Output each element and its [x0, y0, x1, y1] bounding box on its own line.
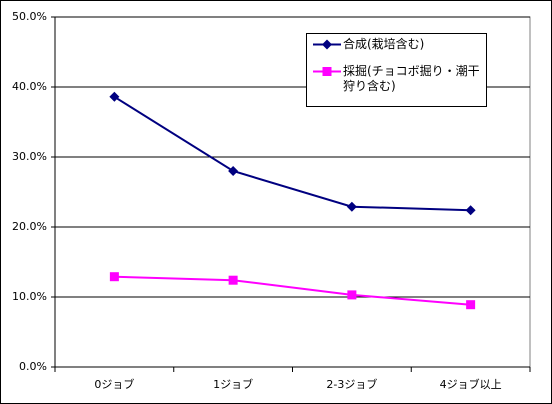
legend-entry: 合成(栽培含む) — [311, 37, 482, 52]
legend-marker — [322, 67, 332, 76]
x-tick-label: 1ジョブ — [213, 377, 253, 391]
legend-entry: 採掘(チョコボ掘り・潮干狩り含む) — [311, 64, 482, 94]
y-tick-label: 20.0% — [12, 220, 47, 233]
x-tick-label: 0ジョブ — [94, 377, 134, 391]
marker — [465, 205, 476, 216]
marker — [228, 166, 239, 176]
series-line — [113, 95, 471, 212]
y-tick-label: 30.0% — [12, 150, 47, 163]
legend-marker — [322, 39, 332, 50]
legend-swatch — [313, 67, 341, 76]
marker — [347, 290, 357, 300]
marker — [109, 272, 119, 282]
y-tick-label: 10.0% — [12, 290, 47, 303]
marker — [109, 91, 120, 102]
y-tick-label: 40.0% — [12, 80, 47, 93]
legend-swatch — [313, 39, 341, 50]
y-tick-label: 0.0% — [19, 360, 47, 373]
marker — [466, 300, 476, 310]
legend: 合成(栽培含む) 採掘(チョコボ掘り・潮干狩り含む) — [306, 33, 487, 107]
marker — [346, 201, 357, 212]
x-tick-label: 4ジョブ以上 — [440, 377, 502, 391]
legend-label: 合成(栽培含む) — [343, 37, 425, 51]
marker — [228, 275, 238, 285]
y-tick-label: 50.0% — [12, 10, 47, 23]
x-tick-label: 2-3ジョブ — [326, 377, 377, 391]
series-line — [114, 275, 471, 306]
legend-label: 採掘(チョコボ掘り・潮干狩り含む) — [343, 64, 480, 93]
